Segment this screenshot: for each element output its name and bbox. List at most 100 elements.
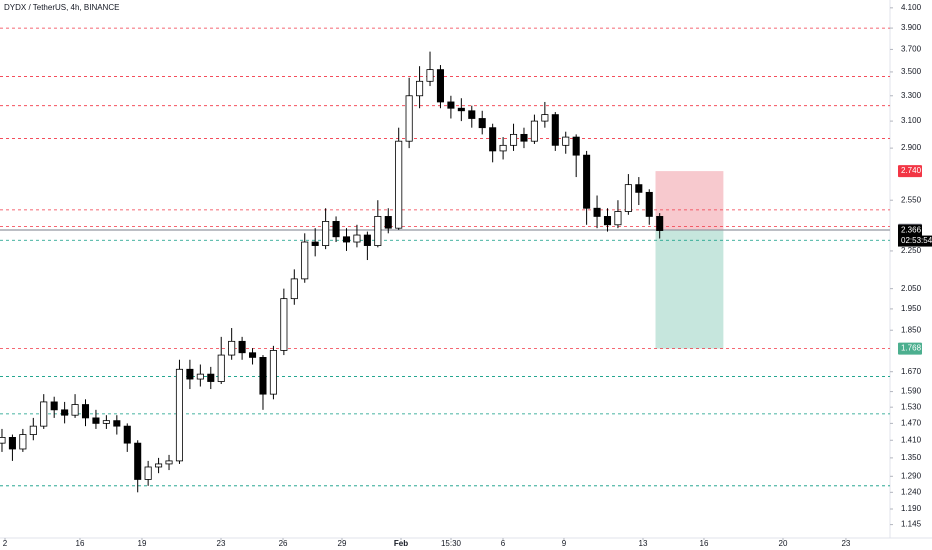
y-tick-label: 1.145 (901, 520, 922, 529)
price-tag-label: 1.768 (901, 344, 922, 353)
candle-body (416, 80, 424, 97)
x-tick-label: Feb (394, 539, 408, 548)
y-tick-label: 2.250 (901, 246, 922, 255)
y-tick-label: 1.190 (901, 504, 922, 513)
y-tick-label: 1.950 (901, 304, 922, 313)
candle-body (50, 401, 58, 411)
candle-body (353, 234, 361, 243)
candle-body (384, 216, 392, 229)
candle-body (311, 241, 319, 246)
candle-body (207, 373, 215, 382)
price-tag (898, 224, 922, 237)
candle-body (186, 368, 194, 380)
candle-body (71, 404, 79, 416)
candle-body (61, 409, 69, 416)
y-tick-label: 3.700 (901, 45, 922, 54)
y-tick-label: 1.530 (901, 402, 922, 411)
candle-body (645, 191, 653, 217)
y-tick-label: 2.900 (901, 143, 922, 152)
candle-body (510, 133, 518, 146)
candle-body (228, 340, 236, 356)
candle-body (259, 357, 267, 395)
candle-body (541, 114, 549, 122)
countdown-bg (898, 235, 932, 247)
candle-body (436, 69, 444, 103)
candle-body (0, 437, 6, 444)
candle-body (175, 368, 183, 462)
candle-body (624, 184, 632, 212)
price-tag-label: 2.366 (901, 226, 922, 235)
y-tick-label: 3.500 (901, 67, 922, 76)
candle-body (530, 120, 538, 142)
y-tick-label: 4.100 (901, 3, 922, 12)
candle-body (102, 420, 110, 424)
candle-body (572, 136, 580, 156)
x-tick-label: 20 (779, 539, 788, 548)
candle-body (457, 107, 465, 112)
x-tick-label: 2 (3, 539, 8, 548)
candle-body (332, 221, 340, 238)
candle-body (113, 420, 121, 427)
candle-body (374, 216, 382, 246)
candle-body (551, 114, 559, 146)
candle-body (301, 241, 309, 280)
price-tag-label: 2.740 (901, 166, 922, 175)
candle-body (19, 434, 27, 450)
candle-body (635, 184, 643, 193)
y-tick-label: 3.900 (901, 23, 922, 32)
candle-body (499, 144, 507, 152)
price-tag (898, 342, 922, 355)
candle-body (29, 425, 37, 435)
x-tick-label: 6 (501, 539, 506, 548)
candle-body (144, 466, 152, 480)
y-tick-label: 1.470 (901, 418, 922, 427)
y-tick-label: 1.350 (901, 453, 922, 462)
candle-body (562, 136, 570, 146)
y-tick-label: 1.850 (901, 325, 922, 334)
candle-body (363, 234, 371, 246)
candle-body (249, 352, 257, 358)
candle-body (447, 101, 455, 109)
countdown: 02:53:54 (901, 236, 932, 245)
y-tick-label: 1.410 (901, 435, 922, 444)
x-tick-label: 23 (841, 539, 850, 548)
candle-body (520, 133, 528, 142)
candle-body (40, 401, 48, 427)
candle-body (342, 236, 351, 243)
candle-body (614, 211, 622, 226)
y-tick-label: 3.100 (901, 116, 922, 125)
chart-title: DYDX / TetherUS, 4h, BINANCE (4, 3, 119, 12)
y-tick-label: 1.290 (901, 471, 922, 480)
candle-body (8, 437, 16, 450)
candle-body (478, 118, 486, 129)
candle-body (489, 127, 497, 152)
x-tick-label: 9 (562, 539, 567, 548)
candle-body (280, 298, 288, 351)
candle-body (656, 216, 664, 231)
x-tick-label: 13 (639, 539, 648, 548)
candle-body (155, 463, 163, 468)
y-tick-label: 2.550 (901, 195, 922, 204)
candle-body (583, 154, 591, 209)
candle-body (290, 278, 298, 300)
candle-body (196, 373, 204, 380)
candle-body (81, 404, 90, 419)
candle-body (468, 110, 476, 119)
x-tick-label: 15:30 (441, 539, 462, 548)
target-zone (655, 229, 724, 349)
y-tick-label: 1.670 (901, 367, 922, 376)
y-tick-label: 3.300 (901, 91, 922, 100)
candle-body (238, 340, 246, 354)
x-tick-label: 29 (338, 539, 347, 548)
y-tick-label: 1.590 (901, 387, 922, 396)
candle-body (269, 350, 277, 395)
x-tick-label: 19 (138, 539, 147, 548)
candle-body (395, 140, 403, 229)
y-tick-label: 1.240 (901, 487, 922, 496)
x-tick-label: 16 (76, 539, 85, 548)
x-tick-label: 26 (279, 539, 288, 548)
stop-zone (655, 171, 724, 230)
candle-body (426, 69, 434, 82)
